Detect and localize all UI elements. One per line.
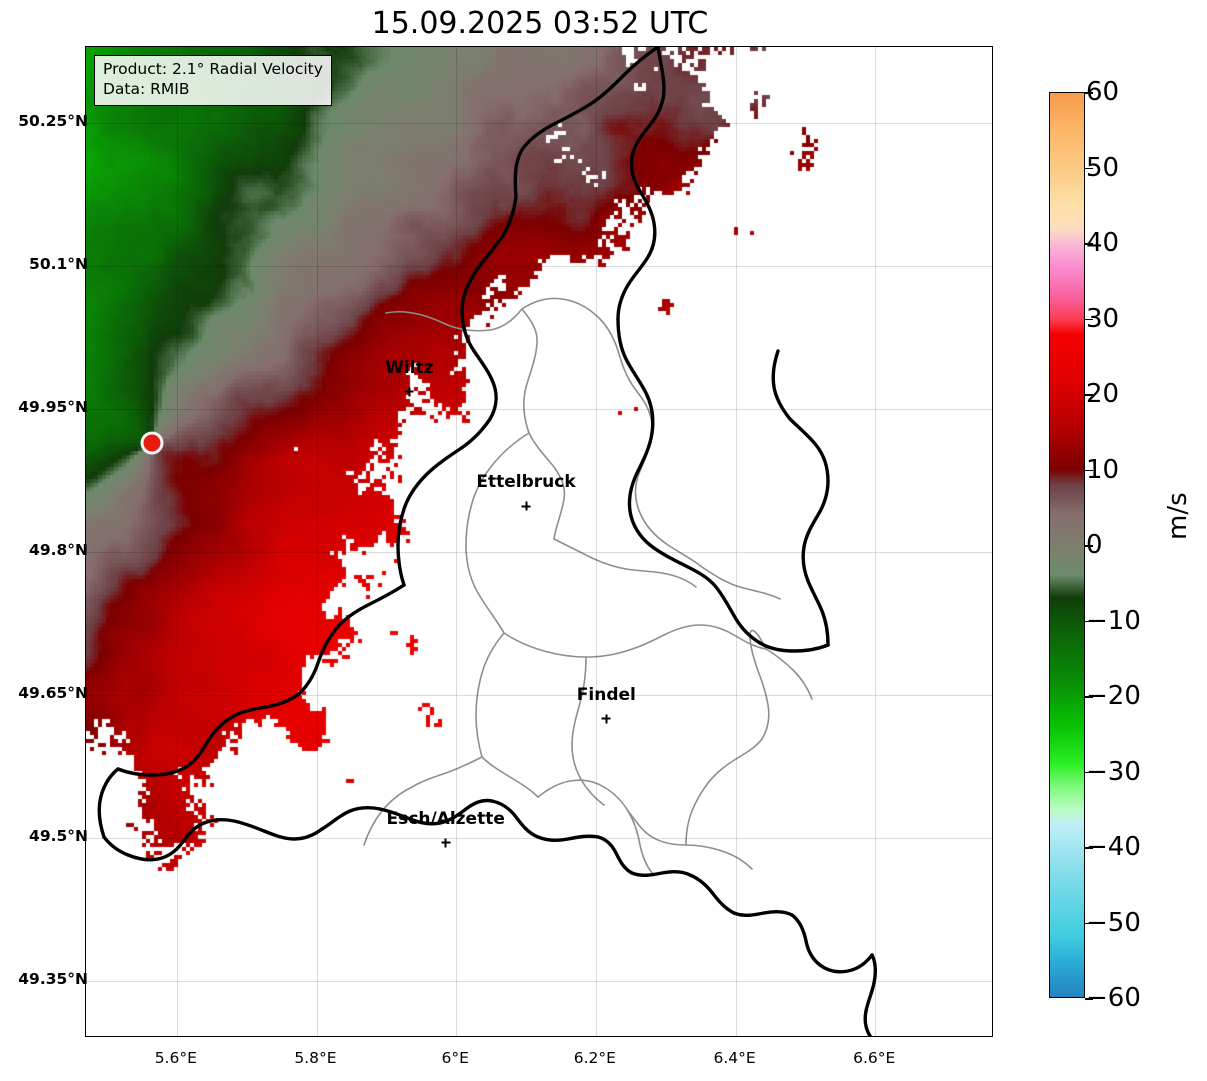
city-marker (520, 500, 533, 513)
longitude-tick-label: 6.4°E (713, 1049, 756, 1067)
longitude-tick-label: 6°E (441, 1049, 469, 1067)
longitude-tick-label: 6.6°E (853, 1049, 896, 1067)
gridline-lon-4 (735, 47, 737, 1036)
longitude-tick-label: 5.6°E (154, 1049, 197, 1067)
product-info-legend: Product: 2.1° Radial Velocity Data: RMIB (94, 55, 332, 106)
latitude-tick-label: 49.65°N (18, 683, 88, 702)
gridline-lon-3 (595, 47, 597, 1036)
colorbar-tick-label: −30 (1086, 756, 1141, 787)
colorbar (1049, 92, 1085, 998)
radar-site-marker (143, 434, 161, 452)
latitude-tick-label: 50.1°N (29, 255, 88, 274)
colorbar-tick-label: −60 (1086, 983, 1141, 1013)
colorbar-tick-mark (1085, 620, 1093, 623)
colorbar-tick-label: −50 (1086, 907, 1141, 938)
legend-data-line: Data: RMIB (103, 79, 190, 98)
colorbar-tick-mark (1085, 318, 1093, 321)
colorbar-tick-mark (1085, 243, 1093, 245)
radar-echo-layer (86, 47, 992, 1036)
gridline-lon-2 (456, 47, 458, 1036)
gridline-lat-1 (86, 266, 992, 268)
gridline-lat-0 (86, 123, 992, 125)
colorbar-tick-label: 0 (1086, 530, 1103, 560)
latitude-tick-label: 49.8°N (29, 541, 88, 560)
colorbar-tick-label: −40 (1086, 832, 1141, 862)
legend-product-line: Product: 2.1° Radial Velocity (103, 60, 323, 78)
gridline-lat-5 (86, 837, 992, 839)
map-borders-layer (97, 47, 878, 1036)
latitude-tick-label: 49.95°N (18, 398, 88, 417)
page-title: 15.09.2025 03:52 UTC (371, 6, 709, 41)
latitude-tick-label: 49.35°N (18, 969, 88, 988)
gridline-lat-6 (86, 980, 992, 982)
colorbar-tick-mark (1085, 545, 1093, 547)
gridline-lat-4 (86, 695, 992, 696)
colorbar-tick-mark (1085, 394, 1093, 396)
colorbar-tick-mark (1085, 167, 1093, 170)
colorbar-tick-mark (1085, 922, 1093, 925)
colorbar-tick-mark (1085, 847, 1093, 849)
colorbar-unit-label: m/s (1163, 492, 1193, 540)
gridline-lon-1 (316, 47, 318, 1036)
colorbar-tick-label: −20 (1086, 681, 1141, 711)
colorbar-tick-mark (1085, 771, 1093, 774)
city-marker (439, 836, 452, 849)
colorbar-gradient (1050, 93, 1084, 997)
gridline-lat-3 (86, 552, 992, 553)
gridline-lon-0 (176, 47, 178, 1036)
latitude-tick-label: 50.25°N (18, 112, 88, 131)
colorbar-tick-label: −10 (1086, 605, 1141, 636)
longitude-tick-label: 6.2°E (573, 1049, 616, 1067)
latitude-tick-label: 49.5°N (29, 826, 88, 845)
colorbar-tick-mark (1085, 998, 1093, 1000)
gridline-lat-2 (86, 409, 992, 411)
colorbar-tick-mark (1085, 92, 1093, 94)
radar-map-canvas-area: Wiltz Ettelbruck Findel Esch/Alzette Produc… (86, 47, 992, 1036)
city-marker (600, 712, 613, 725)
gridline-lon-5 (875, 47, 877, 1036)
colorbar-tick-mark (1085, 696, 1093, 698)
radar-map-plot[interactable]: Wiltz Ettelbruck Findel Esch/Alzette Produc… (85, 46, 993, 1037)
colorbar-tick-mark (1085, 469, 1093, 472)
longitude-tick-label: 5.8°E (294, 1049, 337, 1067)
city-marker (403, 385, 416, 398)
